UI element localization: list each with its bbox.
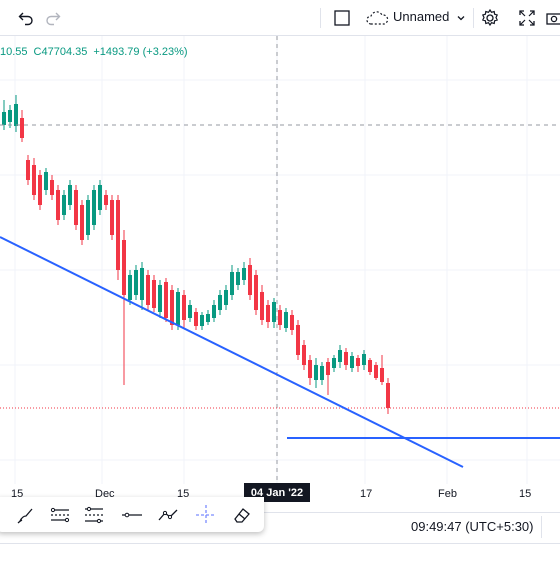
candle-body bbox=[14, 104, 18, 126]
candle-body bbox=[284, 312, 288, 328]
toolbar-separator bbox=[473, 8, 474, 28]
brush-icon[interactable] bbox=[12, 501, 40, 529]
candle-body bbox=[2, 112, 6, 125]
candle-body bbox=[248, 265, 252, 295]
candle-body bbox=[350, 356, 354, 368]
candle-body bbox=[8, 110, 12, 122]
candle-body bbox=[320, 366, 324, 380]
candle-body bbox=[278, 310, 282, 325]
legend-open: 10.55 bbox=[0, 46, 28, 58]
candle-body bbox=[212, 305, 216, 318]
candle-body bbox=[374, 365, 378, 378]
candle-body bbox=[230, 272, 234, 295]
candle-body bbox=[164, 282, 168, 318]
select-layout-icon[interactable] bbox=[330, 6, 354, 30]
x-tick-label: 17 bbox=[360, 488, 373, 500]
candle-body bbox=[254, 275, 258, 310]
candle-body bbox=[74, 190, 78, 225]
fullscreen-icon[interactable] bbox=[515, 6, 539, 30]
undo-icon[interactable] bbox=[14, 6, 38, 30]
candle-body bbox=[260, 292, 264, 320]
candle-body bbox=[182, 295, 186, 320]
candlestick-series bbox=[2, 95, 390, 414]
bottom-separator bbox=[541, 516, 542, 538]
candle-body bbox=[158, 285, 162, 312]
candle-body bbox=[68, 185, 72, 205]
candle-body bbox=[332, 358, 336, 368]
legend-close: C47704.35 bbox=[33, 46, 88, 58]
chart-grid bbox=[0, 36, 560, 484]
parallel-channel-icon[interactable] bbox=[46, 501, 74, 529]
candle-body bbox=[62, 195, 66, 215]
candle-body bbox=[302, 345, 306, 365]
candle-body bbox=[104, 195, 108, 205]
candle-body bbox=[86, 200, 90, 235]
candle-body bbox=[176, 292, 180, 325]
top-toolbar: Unnamed bbox=[0, 0, 560, 36]
candle-body bbox=[344, 352, 348, 365]
layout-name[interactable]: Unnamed bbox=[393, 9, 450, 24]
x-tick-label: 15 bbox=[519, 488, 532, 500]
candle-body bbox=[296, 325, 300, 355]
candle-body bbox=[170, 290, 174, 325]
toolbar-separator bbox=[320, 8, 321, 28]
path-icon[interactable] bbox=[154, 501, 182, 529]
candle-body bbox=[290, 315, 294, 330]
candle-body bbox=[308, 360, 312, 378]
candle-body bbox=[80, 205, 84, 240]
crosshair-icon[interactable] bbox=[192, 501, 220, 529]
candle-body bbox=[152, 280, 156, 308]
candle-body bbox=[26, 160, 30, 180]
candle-body bbox=[146, 275, 150, 305]
cloud-icon[interactable] bbox=[364, 6, 390, 30]
candle-body bbox=[314, 365, 318, 380]
candle-body bbox=[200, 315, 204, 326]
price-chart[interactable] bbox=[0, 36, 560, 484]
x-tick-label: Feb bbox=[438, 488, 457, 500]
candle-body bbox=[368, 360, 372, 372]
legend-change: +1493.79 (+3.23%) bbox=[93, 46, 188, 58]
candle-body bbox=[188, 305, 192, 318]
candle-body bbox=[266, 305, 270, 322]
candle-body bbox=[110, 200, 114, 235]
drawing-toolbar bbox=[0, 497, 264, 532]
bottom-panel-strip bbox=[0, 543, 560, 561]
candle-body bbox=[326, 362, 330, 375]
ohlc-legend: 10.55 C47704.35 +1493.79 (+3.23%) bbox=[0, 46, 194, 58]
candle-body bbox=[140, 268, 144, 300]
candle-body bbox=[116, 200, 120, 270]
candle-body bbox=[356, 358, 360, 366]
candle-body bbox=[338, 350, 342, 362]
candle-body bbox=[380, 368, 384, 382]
fib-retracement-icon[interactable] bbox=[80, 501, 108, 529]
camera-icon[interactable] bbox=[542, 6, 560, 30]
candle-body bbox=[224, 290, 228, 305]
redo-icon[interactable] bbox=[41, 6, 65, 30]
candle-body bbox=[134, 270, 138, 295]
candle-body bbox=[98, 185, 102, 210]
trendline bbox=[0, 236, 464, 468]
clock-timezone[interactable]: 09:49:47 (UTC+5:30) bbox=[411, 519, 534, 534]
eraser-icon[interactable] bbox=[228, 501, 256, 529]
candle-body bbox=[242, 268, 246, 280]
candle-body bbox=[386, 383, 390, 408]
candle-body bbox=[38, 175, 42, 205]
candle-body bbox=[32, 165, 36, 195]
candle-body bbox=[362, 354, 366, 365]
candle-body bbox=[194, 312, 198, 326]
chevron-down-icon[interactable] bbox=[452, 6, 470, 30]
candle-body bbox=[20, 118, 24, 138]
candle-body bbox=[92, 190, 96, 225]
candle-body bbox=[128, 275, 132, 300]
candle-body bbox=[272, 302, 276, 322]
candle-body bbox=[206, 314, 210, 322]
candle-body bbox=[236, 272, 240, 285]
horizontal-line-icon[interactable] bbox=[118, 501, 146, 529]
gear-icon[interactable] bbox=[478, 6, 502, 30]
candle-body bbox=[218, 295, 222, 310]
candle-body bbox=[122, 240, 126, 295]
candle-body bbox=[50, 180, 54, 195]
candle-body bbox=[44, 172, 48, 190]
candle-body bbox=[56, 190, 60, 220]
